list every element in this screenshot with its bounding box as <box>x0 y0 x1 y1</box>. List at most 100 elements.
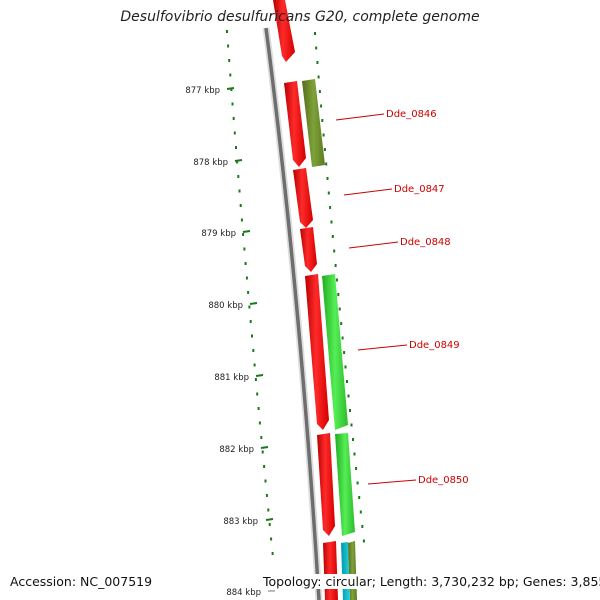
track-dot <box>242 233 245 236</box>
gene-feature-dde-0849[interactable] <box>322 274 348 430</box>
track-dot <box>253 363 256 367</box>
track-dot <box>264 479 267 483</box>
track-dot <box>350 423 353 427</box>
track-dot <box>254 378 257 381</box>
track-dot <box>347 394 350 398</box>
track-dot <box>322 133 325 137</box>
gene-feature-red[interactable] <box>323 541 338 600</box>
ruler-tick <box>265 518 274 521</box>
track-dot <box>362 539 365 543</box>
track-dot <box>330 220 333 224</box>
track-dot <box>248 305 251 309</box>
track-dot <box>333 249 336 253</box>
gene-feature-red[interactable] <box>317 433 335 536</box>
track-dot <box>326 177 329 180</box>
track-dot <box>325 162 328 166</box>
track-dot <box>270 537 273 541</box>
gene-feature-dde-0850[interactable] <box>335 433 355 536</box>
gene-feature-red[interactable] <box>305 274 329 430</box>
gene-feature-dde-0846[interactable] <box>302 79 325 167</box>
track-dot <box>267 508 270 512</box>
genome-summary-text: Topology: circular; Length: 3,730,232 bp… <box>261 574 600 589</box>
track-dot <box>249 320 252 323</box>
leader-line-dde-0846 <box>335 113 385 121</box>
track-dot <box>258 421 261 425</box>
track-dot <box>261 450 264 454</box>
track-dot <box>355 467 358 470</box>
genome-title: Desulfovibrio desulfuricans G20, complet… <box>120 9 480 25</box>
gene-feature-red[interactable] <box>300 227 317 272</box>
gene-feature-red[interactable] <box>293 168 313 228</box>
ruler-tick <box>234 159 243 162</box>
track-dot <box>327 191 330 195</box>
track-dot <box>331 235 334 238</box>
accession-text: Accession: NC_007519 <box>8 574 155 589</box>
gene-label-dde-0850[interactable]: Dde_0850 <box>418 475 469 486</box>
right-dotted-track <box>314 32 365 543</box>
track-dot <box>338 307 341 311</box>
track-dot <box>247 291 250 294</box>
track-dot <box>260 436 263 439</box>
track-dot <box>349 409 351 412</box>
track-dot <box>263 465 266 468</box>
track-dot <box>320 104 323 108</box>
gene-label-dde-0846[interactable]: Dde_0846 <box>386 109 437 120</box>
gene-label-dde-0849[interactable]: Dde_0849 <box>409 340 460 351</box>
track-dot <box>227 44 230 48</box>
gene-label-dde-0848[interactable]: Dde_0848 <box>400 237 451 248</box>
ruler-tick <box>255 374 264 377</box>
track-dot <box>340 322 343 325</box>
track-dot <box>358 496 361 499</box>
track-dot <box>233 131 236 135</box>
track-dot <box>316 61 319 64</box>
genome-backbone-core <box>264 27 321 600</box>
track-dot <box>229 73 232 77</box>
gene-label-dde-0847[interactable]: Dde_0847 <box>394 184 445 195</box>
track-dot <box>239 204 242 207</box>
ruler-tick <box>226 87 235 90</box>
track-dot <box>245 276 248 280</box>
track-dot <box>343 351 346 354</box>
track-dot <box>359 510 362 514</box>
leader-line-dde-0849 <box>357 344 408 351</box>
track-dot <box>335 278 338 282</box>
track-dot <box>244 262 247 265</box>
tick-label-884: 884 kbp <box>226 588 261 598</box>
track-dot <box>226 30 228 33</box>
track-dot <box>235 146 237 149</box>
track-dot <box>231 102 234 106</box>
track-dot <box>337 293 340 296</box>
track-dot <box>230 88 233 91</box>
track-dot <box>315 46 318 50</box>
track-dot <box>352 438 354 441</box>
position-ruler: 877 kbp 878 kbp 879 kbp 880 kbp 881 kbp … <box>185 86 275 598</box>
gene-feature-red[interactable] <box>273 0 295 62</box>
ruler-tick <box>260 446 269 449</box>
track-dot <box>238 189 241 193</box>
tick-label-883: 883 kbp <box>223 517 258 527</box>
gene-feature-red[interactable] <box>284 81 306 167</box>
track-dot <box>252 349 255 352</box>
track-dot <box>321 119 324 122</box>
track-dot <box>251 334 253 338</box>
track-dot <box>237 175 240 178</box>
track-dot <box>344 365 347 369</box>
track-dot <box>317 75 320 79</box>
track-dot <box>257 407 260 410</box>
gene-labels: Dde_0846 Dde_0847 Dde_0848 Dde_0849 Dde_… <box>335 109 469 486</box>
track-dot <box>356 481 359 485</box>
leader-line-dde-0848 <box>348 241 399 249</box>
track-dot <box>361 525 364 528</box>
tick-label-877: 877 kbp <box>185 86 220 96</box>
track-dot <box>323 148 326 151</box>
tick-label-882: 882 kbp <box>219 445 254 455</box>
leader-line-dde-0847 <box>343 188 393 196</box>
ruler-tick <box>242 230 251 233</box>
track-dot <box>265 494 268 497</box>
ruler-tick <box>249 302 258 305</box>
track-dot <box>232 117 235 120</box>
track-dot <box>346 380 348 383</box>
track-dot <box>353 452 356 456</box>
